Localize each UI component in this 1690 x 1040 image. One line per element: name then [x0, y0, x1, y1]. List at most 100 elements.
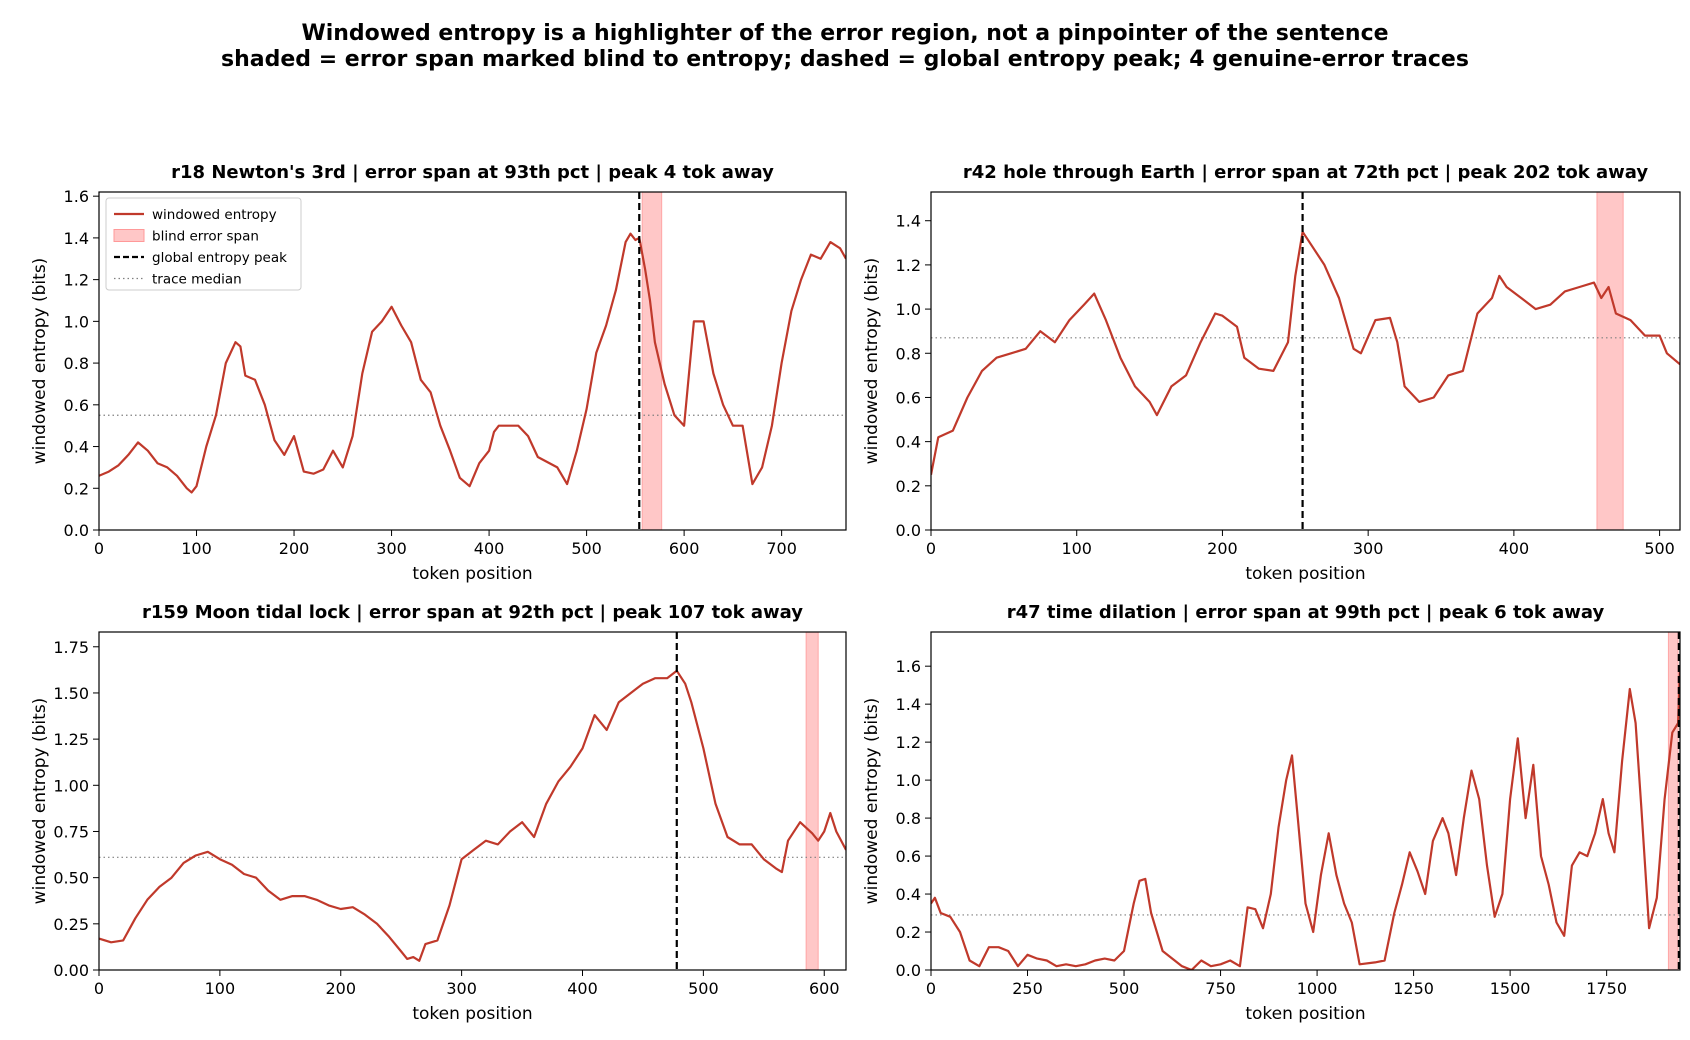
x-tick-label: 200 — [1207, 539, 1238, 558]
legend-span-label: blind error span — [152, 229, 259, 245]
x-tick-label: 100 — [1061, 539, 1092, 558]
y-tick-label: 1.0 — [896, 771, 921, 790]
y-tick-label: 1.6 — [896, 657, 921, 676]
entropy-series-line — [99, 232, 846, 494]
y-tick-label: 0.75 — [53, 822, 89, 841]
y-tick-label: 1.2 — [896, 256, 921, 275]
y-tick-label: 0.8 — [64, 354, 89, 373]
x-tick-label: 400 — [474, 539, 505, 558]
plot-frame — [98, 191, 847, 531]
y-tick-label: 0.0 — [64, 521, 89, 540]
entropy-series-line — [931, 666, 1680, 970]
x-tick-label: 200 — [325, 979, 356, 998]
panels: 0 100 200 300 400 500 600 700 0.0 0.2 0.4 0.6 0.8 1.0… — [30, 162, 1681, 1024]
x-tick-label: 1250 — [1393, 979, 1434, 998]
y-tick-label: 1.4 — [64, 229, 89, 248]
panel-title: r159 Moon tidal lock | error span at 92t… — [142, 602, 803, 623]
y-tick-label: 0.6 — [896, 847, 921, 866]
x-tick-label: 1750 — [1586, 979, 1627, 998]
x-tick-label: 500 — [571, 539, 602, 558]
y-tick-label: 1.50 — [53, 684, 89, 703]
x-tick-label: 0 — [94, 539, 104, 558]
panel-title: r47 time dilation | error span at 99th p… — [1007, 602, 1605, 623]
x-tick-label: 300 — [1353, 539, 1384, 558]
entropy-series-line — [931, 230, 1680, 476]
x-tick-label: 1500 — [1490, 979, 1531, 998]
x-tick-label: 500 — [1644, 539, 1675, 558]
y-axis-label: windowed entropy (bits) — [862, 258, 882, 465]
y-tick-label: 1.0 — [896, 300, 921, 319]
x-tick-label: 200 — [279, 539, 310, 558]
y-tick-label: 0.2 — [896, 477, 921, 496]
error-span — [1596, 191, 1624, 531]
x-tick-label: 250 — [1012, 979, 1043, 998]
legend: windowed entropy blind error span global e… — [105, 197, 302, 291]
y-tick-label: 1.4 — [896, 695, 921, 714]
legend-span-swatch — [113, 229, 145, 242]
y-tick-label: 1.0 — [64, 312, 89, 331]
panel-3: 0 100 200 300 400 500 600 0.00 0.25 0.50 0.75 1.00 1… — [30, 602, 847, 1024]
y-tick-label: 1.2 — [64, 271, 89, 290]
panel-4: 0 250 500 750 1000 1250 1500 1750 0.0 0.2 0.4 0.6 0.… — [862, 602, 1681, 1024]
y-tick-label: 0.4 — [896, 885, 921, 904]
y-axis-label: windowed entropy (bits) — [30, 258, 50, 465]
x-tick-label: 300 — [446, 979, 477, 998]
x-tick-label: 750 — [1205, 979, 1236, 998]
x-axis-label: token position — [1245, 1004, 1365, 1024]
y-tick-label: 0.0 — [896, 961, 921, 980]
legend-peak-label: global entropy peak — [152, 250, 287, 266]
x-tick-label: 100 — [205, 979, 236, 998]
x-tick-label: 0 — [94, 979, 104, 998]
y-tick-label: 0.50 — [53, 869, 89, 888]
y-tick-label: 0.4 — [896, 433, 921, 452]
panel-title: r42 hole through Earth | error span at 7… — [963, 162, 1649, 183]
legend-median-label: trace median — [152, 272, 242, 288]
panel-1: 0 100 200 300 400 500 600 700 0.0 0.2 0.4 0.6 0.8 1.0… — [30, 162, 847, 584]
y-tick-label: 1.00 — [53, 776, 89, 795]
error-span — [805, 631, 819, 971]
x-axis-label: token position — [412, 1004, 532, 1024]
x-tick-label: 500 — [688, 979, 719, 998]
entropy-series-line — [99, 669, 846, 962]
y-tick-label: 1.75 — [53, 638, 89, 657]
y-tick-label: 1.6 — [64, 187, 89, 206]
y-tick-label: 1.25 — [53, 730, 89, 749]
figure-title-line2: shaded = error span marked blind to entr… — [221, 47, 1469, 72]
y-axis-label: windowed entropy (bits) — [30, 698, 50, 905]
legend-entropy-label: windowed entropy — [152, 207, 277, 223]
x-tick-label: 500 — [1109, 979, 1140, 998]
plot-frame — [930, 191, 1681, 531]
y-tick-label: 0.0 — [896, 521, 921, 540]
y-tick-label: 0.4 — [64, 438, 89, 457]
y-tick-label: 0.00 — [53, 961, 89, 980]
x-tick-label: 0 — [926, 979, 936, 998]
x-axis-label: token position — [412, 564, 532, 584]
x-axis-label: token position — [1245, 564, 1365, 584]
y-tick-label: 0.8 — [896, 344, 921, 363]
y-tick-label: 0.6 — [896, 388, 921, 407]
x-tick-label: 400 — [1499, 539, 1530, 558]
y-tick-label: 1.4 — [896, 212, 921, 231]
x-tick-label: 600 — [669, 539, 700, 558]
y-tick-label: 0.6 — [64, 396, 89, 415]
y-axis-label: windowed entropy (bits) — [862, 698, 882, 905]
y-tick-label: 0.2 — [896, 923, 921, 942]
plot-frame — [930, 631, 1681, 971]
error-span — [1667, 631, 1679, 971]
x-tick-label: 0 — [926, 539, 936, 558]
y-tick-label: 1.2 — [896, 733, 921, 752]
x-tick-label: 1000 — [1297, 979, 1338, 998]
x-tick-label: 400 — [567, 979, 598, 998]
figure-title-line1: Windowed entropy is a highlighter of the… — [301, 21, 1388, 46]
panel-title: r18 Newton's 3rd | error span at 93th pc… — [171, 162, 774, 183]
y-tick-label: 0.2 — [64, 479, 89, 498]
plot-frame — [98, 631, 847, 971]
y-tick-label: 0.25 — [53, 915, 89, 934]
y-tick-label: 0.8 — [896, 809, 921, 828]
x-tick-label: 300 — [376, 539, 407, 558]
legend-box — [105, 197, 302, 291]
x-tick-label: 600 — [809, 979, 840, 998]
panel-2: 0 100 200 300 400 500 0.0 0.2 0.4 0.6 0.8 1.0 1.2 1.4… — [862, 162, 1681, 584]
x-tick-label: 700 — [766, 539, 797, 558]
